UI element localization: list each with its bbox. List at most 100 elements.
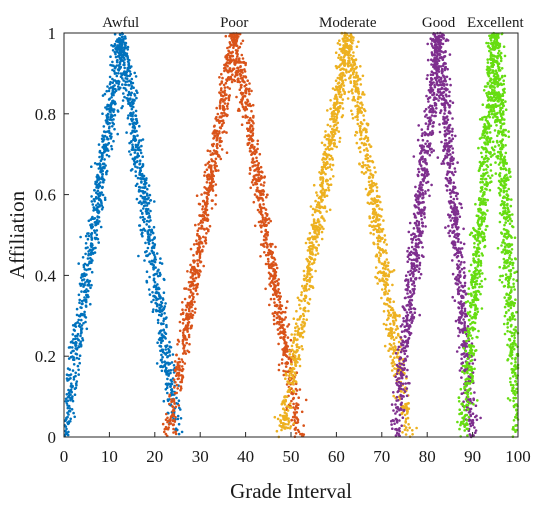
data-point [246,98,249,102]
data-point [79,345,83,348]
data-point [372,215,376,218]
data-point [90,195,93,198]
data-point [326,109,329,112]
data-point [148,193,152,197]
data-point [272,264,276,267]
data-point [371,207,375,211]
data-point [102,125,106,128]
data-point [429,107,433,111]
data-point [123,66,126,70]
data-point [227,77,230,81]
data-point [350,63,353,66]
data-point [415,426,418,430]
data-point [275,266,279,270]
data-point [203,211,207,215]
data-point [443,126,446,129]
data-point [327,186,330,189]
data-point [360,164,364,168]
data-point [284,306,288,310]
data-point [267,271,271,275]
data-point [328,148,331,151]
data-point [219,99,222,102]
data-point [186,270,189,273]
data-point [146,197,149,201]
data-point [169,422,173,425]
data-point [185,341,188,345]
data-point [447,213,450,216]
data-point [130,148,134,151]
data-point [193,259,196,263]
data-point [220,111,223,115]
data-point [283,310,287,314]
data-point [376,218,380,221]
data-point [293,427,297,431]
data-point [99,181,102,184]
data-point [151,310,155,314]
data-point [174,415,177,419]
data-point [329,107,332,111]
data-point [451,117,454,120]
data-point [382,240,386,244]
data-point [283,395,286,399]
data-point [256,189,260,192]
data-point [383,287,387,291]
data-point [94,223,98,226]
data-point [177,399,181,403]
data-point [475,418,479,422]
data-point [106,149,110,152]
data-point [105,172,108,176]
data-point [449,83,452,87]
data-point [220,140,223,143]
data-point [116,68,120,71]
data-point [66,367,70,370]
data-point [183,297,187,301]
data-point [454,170,457,173]
data-point [82,263,86,267]
data-point [355,83,359,86]
data-point [462,318,465,321]
data-point [392,269,396,272]
data-point [283,318,286,321]
data-point [389,308,393,312]
data-point [347,56,351,60]
data-point [130,107,134,111]
data-point [341,88,345,91]
data-point [175,353,178,357]
data-point [279,295,283,298]
data-point [166,377,169,381]
data-point [101,169,104,173]
data-point [162,319,165,323]
data-point [386,292,390,295]
data-point [155,302,159,306]
data-point [279,419,282,423]
data-point [312,219,316,223]
data-point [97,194,101,198]
data-point [336,76,340,80]
data-point [111,60,114,64]
data-point [331,127,334,131]
data-point [382,219,385,222]
data-point [196,292,199,296]
data-point [216,146,219,150]
data-point [335,126,339,130]
data-point [96,215,99,218]
data-point [253,193,257,196]
data-point [152,308,155,311]
data-point [196,229,200,232]
data-point [67,357,71,360]
data-point [347,51,351,54]
data-point [140,181,143,184]
data-point [274,262,277,266]
data-point [220,148,224,151]
data-point [311,213,315,217]
data-point [223,99,226,102]
data-point [323,143,326,147]
data-point [99,199,103,202]
data-point [215,164,218,168]
data-point [378,223,382,226]
data-point [89,302,92,306]
data-point [73,415,76,419]
data-point [192,277,195,281]
data-point [218,119,222,123]
data-point [218,144,222,147]
